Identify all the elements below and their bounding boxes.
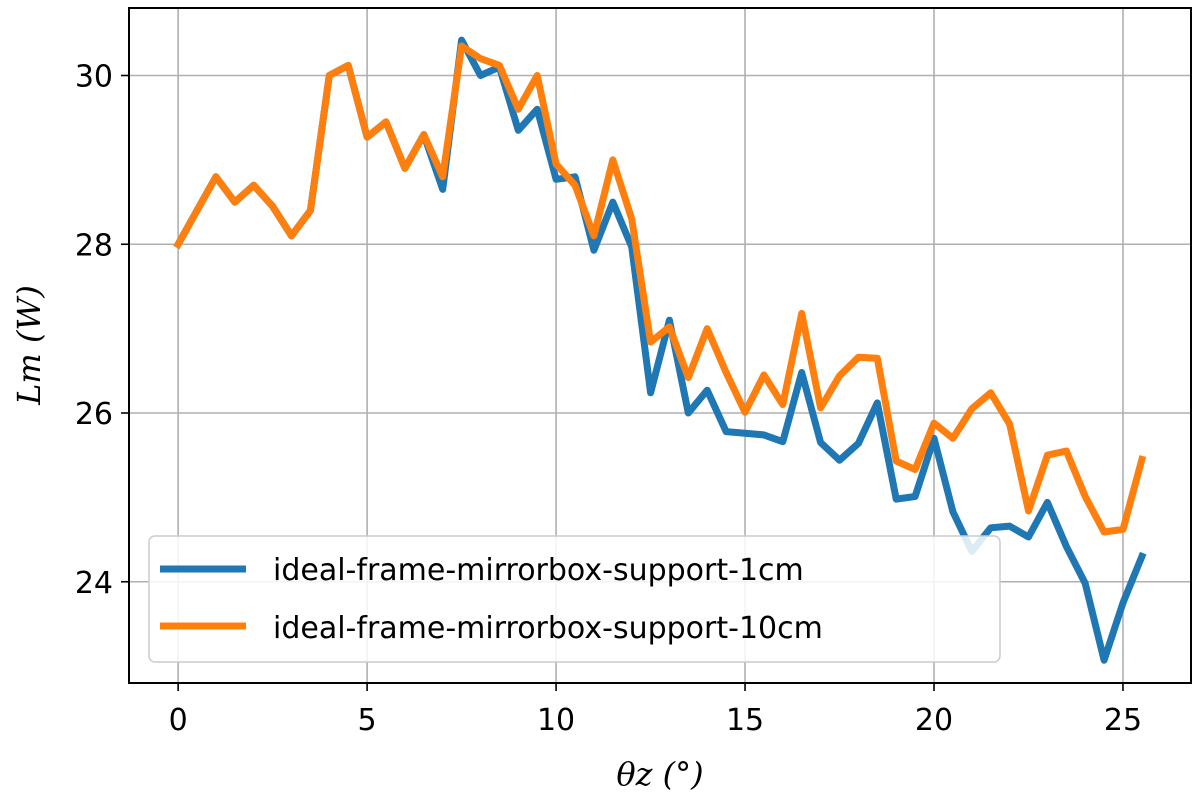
legend-box	[148, 535, 1001, 663]
x-tick-label: 20	[915, 703, 953, 738]
legend-label-1cm: ideal-frame-mirrorbox-support-1cm	[273, 553, 804, 588]
x-tick-label: 0	[169, 703, 188, 738]
y-tick-label: 24	[75, 566, 113, 601]
legend: ideal-frame-mirrorbox-support-1cm ideal-…	[148, 535, 1001, 663]
plot-frame	[128, 7, 1192, 684]
legend-label-10cm: ideal-frame-mirrorbox-support-10cm	[273, 611, 823, 646]
y-tick-label: 26	[75, 397, 113, 432]
tick-layer: 0 5 10 15 20 25 24 26 28 30	[75, 60, 1142, 739]
series-line-1	[173, 42, 1147, 536]
x-tick-label: 10	[537, 703, 575, 738]
y-axis-label: Lm (W)	[10, 285, 48, 406]
y-tick-label: 30	[75, 60, 113, 95]
x-tick-label: 15	[726, 703, 764, 738]
x-tick-label: 5	[358, 703, 377, 738]
y-tick-label: 28	[75, 228, 113, 263]
x-tick-label: 25	[1104, 703, 1142, 738]
x-axis-label: θz (°)	[616, 755, 703, 793]
